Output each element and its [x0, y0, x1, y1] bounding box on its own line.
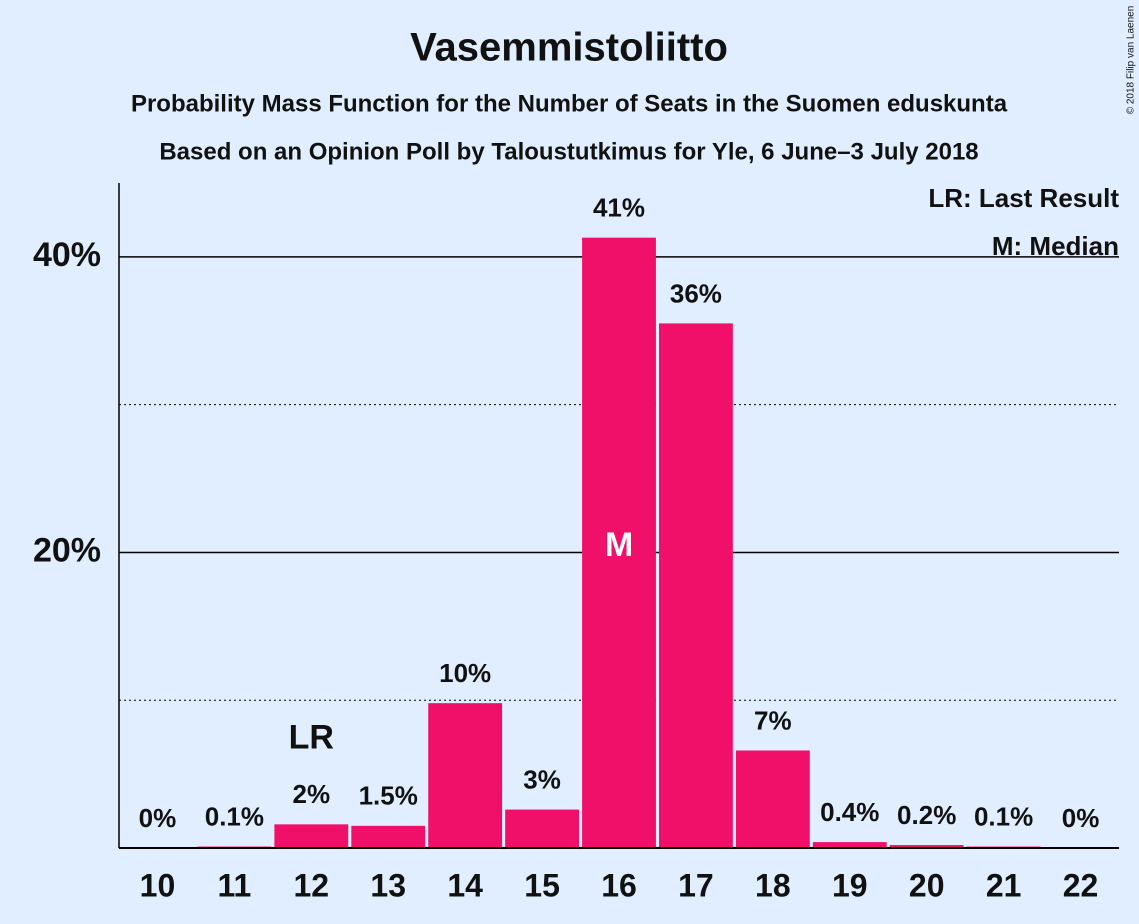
value-label: 0.4% [820, 797, 879, 827]
bar [505, 809, 579, 848]
x-tick-label: 10 [140, 867, 176, 903]
x-tick-label: 15 [524, 867, 560, 903]
x-tick-label: 19 [832, 867, 868, 903]
x-tick-label: 22 [1063, 867, 1099, 903]
legend-entry: M: Median [992, 231, 1119, 261]
value-label: 3% [523, 764, 561, 794]
bar [889, 845, 964, 848]
value-label: 0.1% [205, 801, 264, 831]
value-label: 0.2% [897, 800, 956, 830]
y-tick-label: 40% [33, 236, 101, 274]
value-label: 0% [1062, 803, 1100, 833]
bar [351, 825, 426, 848]
bar [735, 750, 810, 848]
bar [659, 323, 733, 848]
value-label: 2% [293, 779, 331, 809]
bar [582, 237, 656, 848]
bar [428, 703, 503, 848]
bar [812, 842, 887, 848]
value-label: 1.5% [359, 781, 418, 811]
value-label: 0% [139, 803, 177, 833]
value-label: 0.1% [974, 801, 1033, 831]
annotation: M [605, 526, 633, 564]
value-label: 41% [593, 193, 645, 223]
chart-title: Vasemmistoliitto [410, 26, 728, 70]
legend-entry: LR: Last Result [928, 183, 1119, 213]
x-tick-label: 11 [217, 867, 251, 903]
x-tick-label: 16 [601, 867, 637, 903]
x-tick-label: 17 [678, 867, 714, 903]
value-label: 36% [670, 278, 722, 308]
x-tick-label: 13 [370, 867, 406, 903]
y-tick-label: 20% [33, 531, 101, 569]
x-tick-label: 21 [986, 867, 1022, 903]
x-tick-label: 12 [294, 867, 330, 903]
value-label: 10% [439, 658, 491, 688]
value-label: 7% [754, 705, 792, 735]
annotation: LR [289, 718, 334, 756]
x-tick-label: 14 [447, 867, 483, 903]
x-tick-label: 20 [909, 867, 945, 903]
bar [274, 824, 349, 848]
x-tick-label: 18 [755, 867, 791, 903]
chart-subtitle: Based on an Opinion Poll by Taloustutkim… [159, 138, 978, 165]
chart-subtitle: Probability Mass Function for the Number… [131, 90, 1008, 117]
copyright: © 2018 Filip van Laenen [1126, 6, 1137, 115]
